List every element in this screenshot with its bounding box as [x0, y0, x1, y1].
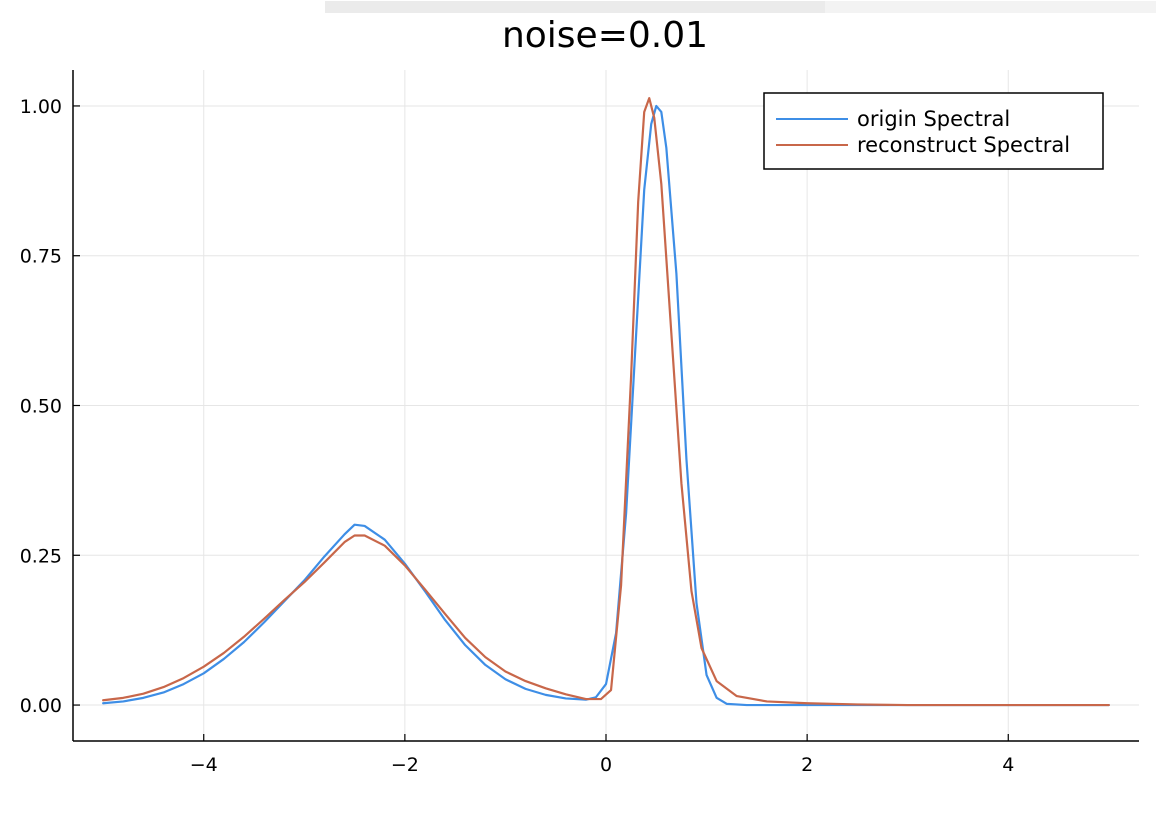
x-tick-label: 0 [600, 754, 612, 776]
y-tick-label: 0.00 [20, 695, 62, 717]
series-line-reconstruct [102, 97, 1110, 707]
y-tick-label: 0.25 [20, 545, 62, 567]
top-strip-band-dark [325, 1, 825, 13]
legend-box [763, 92, 1104, 170]
top-strip-band-light [825, 1, 1156, 13]
series-lines [102, 97, 1110, 707]
y-ticks: 0.00 0.25 0.50 0.75 1.00 [20, 96, 80, 717]
x-tick-label: −4 [190, 754, 218, 776]
x-ticks: −4 −2 0 2 4 [190, 734, 1014, 776]
legend-label-reconstruct: reconstruct Spectral [857, 133, 1070, 157]
series-line-origin [102, 104, 1110, 707]
y-tick-label: 0.50 [20, 396, 62, 418]
x-tick-label: −2 [391, 754, 419, 776]
x-tick-label: 4 [1002, 754, 1014, 776]
legend: origin Spectral reconstruct Spectral [763, 92, 1104, 170]
legend-label-origin: origin Spectral [857, 107, 1010, 131]
y-tick-label: 1.00 [20, 96, 62, 118]
chart-title: noise=0.01 [502, 15, 708, 56]
top-strip [0, 0, 1156, 13]
y-tick-label: 0.75 [20, 246, 62, 268]
x-tick-label: 2 [801, 754, 813, 776]
top-strip-bands [325, 1, 1156, 13]
